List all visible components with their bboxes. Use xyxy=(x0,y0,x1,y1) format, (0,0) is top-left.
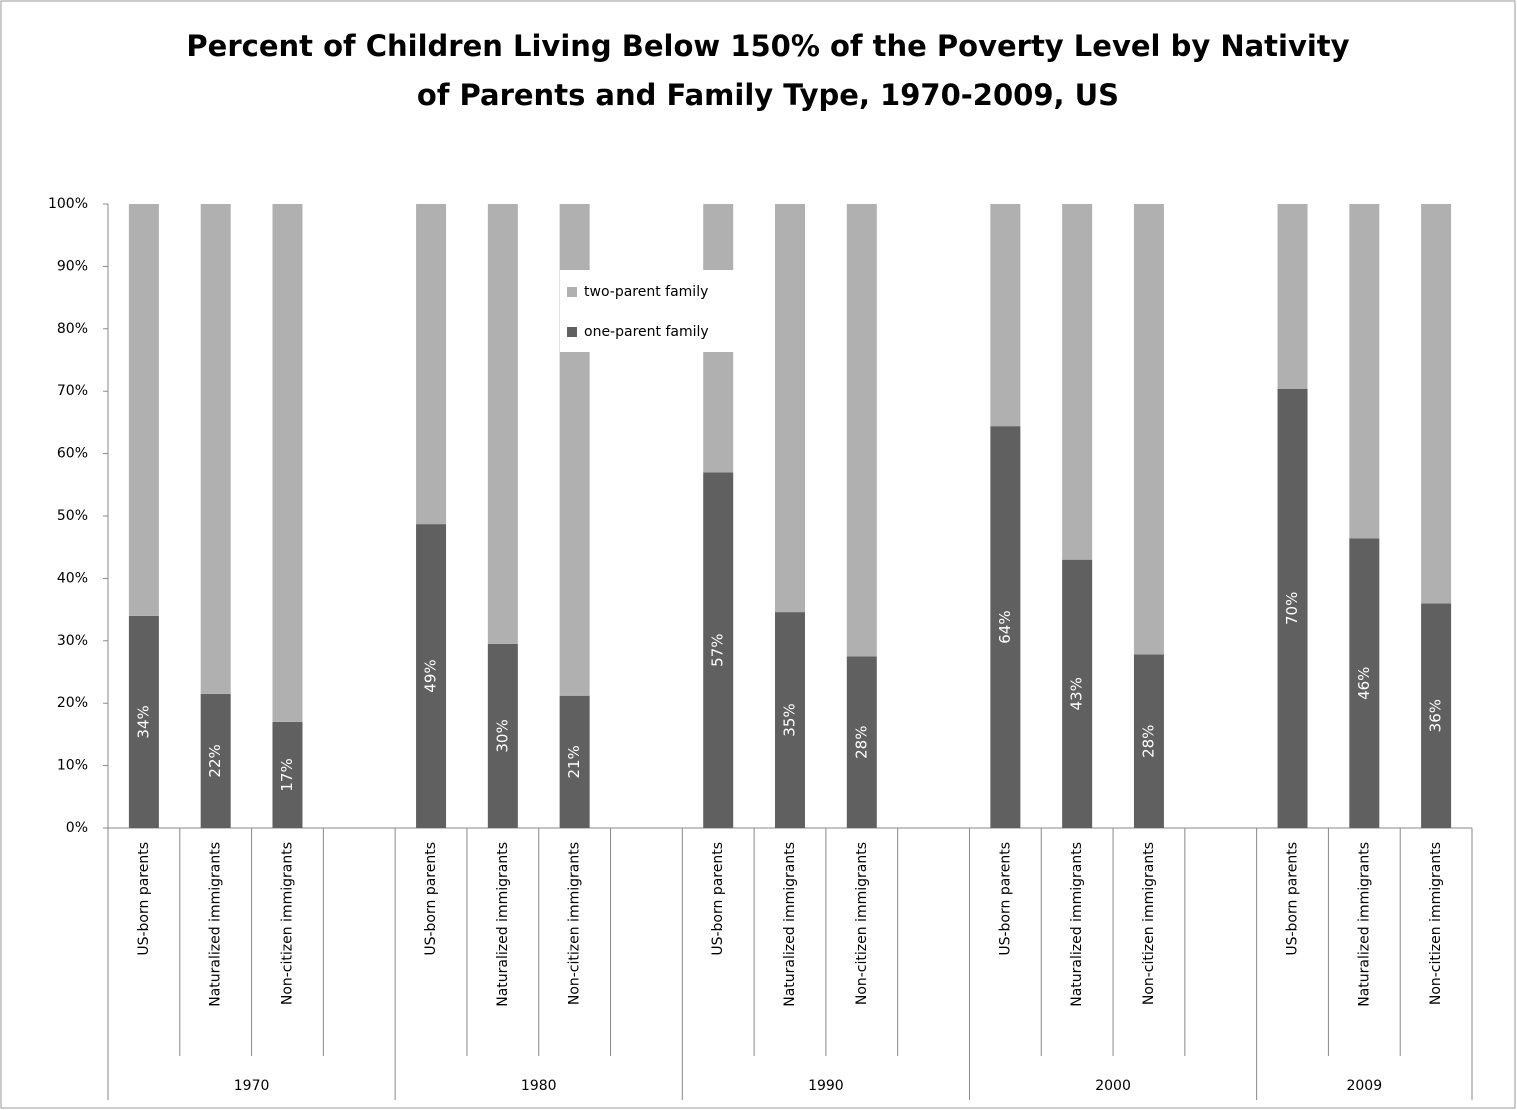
legend-box xyxy=(560,270,750,352)
data-label: 36% xyxy=(1427,699,1445,732)
legend-label: one-parent family xyxy=(584,324,709,340)
x-tick-label: Non-citizen immigrants xyxy=(279,842,295,1005)
x-tick-label: Naturalized immigrants xyxy=(1356,842,1372,1007)
bar-segment xyxy=(272,721,303,828)
legend-swatch xyxy=(567,287,577,297)
x-tick-label: Naturalized immigrants xyxy=(782,842,798,1007)
bar-segment xyxy=(990,426,1021,828)
data-label: 28% xyxy=(852,726,870,759)
data-label: 64% xyxy=(996,610,1014,643)
bar-segment xyxy=(1349,204,1380,539)
bar-segment xyxy=(416,524,447,828)
x-tick-label: US-born parents xyxy=(136,842,152,956)
y-tick-label: 90% xyxy=(57,258,88,274)
bar-segment xyxy=(1062,204,1093,560)
bar-segment xyxy=(559,695,590,828)
x-tick-label: Non-citizen immigrants xyxy=(854,842,870,1005)
chart-title: Percent of Children Living Below 150% of… xyxy=(186,29,1349,63)
bar-segment xyxy=(703,472,734,828)
bar-segment xyxy=(487,643,518,828)
x-tick-label: Naturalized immigrants xyxy=(1069,842,1085,1007)
bar-segment xyxy=(846,204,877,657)
x-tick-label: Naturalized immigrants xyxy=(495,842,511,1007)
group-label: 1970 xyxy=(234,1078,270,1094)
y-tick-label: 100% xyxy=(48,196,88,212)
x-tick-label: US-born parents xyxy=(423,842,439,956)
x-tick-label: US-born parents xyxy=(1285,842,1301,956)
y-tick-label: 40% xyxy=(57,570,88,586)
bar-segment xyxy=(416,204,447,525)
bar-segment xyxy=(200,693,231,828)
y-tick-label: 10% xyxy=(57,758,88,774)
x-tick-label: Naturalized immigrants xyxy=(208,842,224,1007)
bar-segment xyxy=(1277,204,1308,389)
data-label: 28% xyxy=(1139,725,1157,758)
bar-segment xyxy=(1349,538,1380,828)
data-label: 43% xyxy=(1068,677,1086,710)
data-label: 57% xyxy=(709,633,727,666)
data-label: 34% xyxy=(134,705,152,738)
bar-segment xyxy=(128,615,159,828)
x-tick-label: US-born parents xyxy=(710,842,726,956)
bar-segment xyxy=(1133,204,1164,655)
group-label: 1990 xyxy=(808,1078,844,1094)
data-label: 21% xyxy=(565,745,583,778)
bar-segment xyxy=(200,204,231,694)
bar-segment xyxy=(272,204,303,722)
y-tick-label: 80% xyxy=(57,321,88,337)
data-label: 35% xyxy=(781,703,799,736)
y-tick-label: 50% xyxy=(57,508,88,524)
x-tick-label: US-born parents xyxy=(997,842,1013,956)
group-label: 2000 xyxy=(1095,1078,1131,1094)
y-tick-label: 60% xyxy=(57,446,88,462)
bar-segment xyxy=(1133,654,1164,828)
group-label: 2009 xyxy=(1346,1078,1382,1094)
y-tick-label: 20% xyxy=(57,695,88,711)
x-tick-label: Non-citizen immigrants xyxy=(1141,842,1157,1005)
y-tick-label: 0% xyxy=(66,820,88,836)
bar-segment xyxy=(775,612,805,828)
x-tick-label: Non-citizen immigrants xyxy=(1428,842,1444,1005)
legend-label: two-parent family xyxy=(584,284,708,300)
y-tick-label: 30% xyxy=(57,633,88,649)
data-label: 49% xyxy=(422,659,440,692)
data-label: 70% xyxy=(1283,592,1301,625)
bar-segment xyxy=(1421,603,1452,828)
data-label: 17% xyxy=(278,758,296,791)
bar-segment xyxy=(1062,559,1093,828)
bar-segment xyxy=(128,204,159,616)
bar-segment xyxy=(1421,204,1452,604)
data-label: 22% xyxy=(206,744,224,777)
bar-segment xyxy=(487,204,518,644)
bar-segment xyxy=(1277,388,1308,828)
x-tick-label: Non-citizen immigrants xyxy=(567,842,583,1005)
y-tick-label: 70% xyxy=(57,383,88,399)
chart-title: of Parents and Family Type, 1970-2009, U… xyxy=(417,78,1119,112)
bar-segment xyxy=(775,204,805,613)
data-label: 46% xyxy=(1355,667,1373,700)
legend-swatch xyxy=(567,327,577,337)
data-label: 30% xyxy=(493,719,511,752)
bar-segment xyxy=(846,656,877,828)
bar-segment xyxy=(990,204,1021,427)
group-label: 1980 xyxy=(521,1078,557,1094)
